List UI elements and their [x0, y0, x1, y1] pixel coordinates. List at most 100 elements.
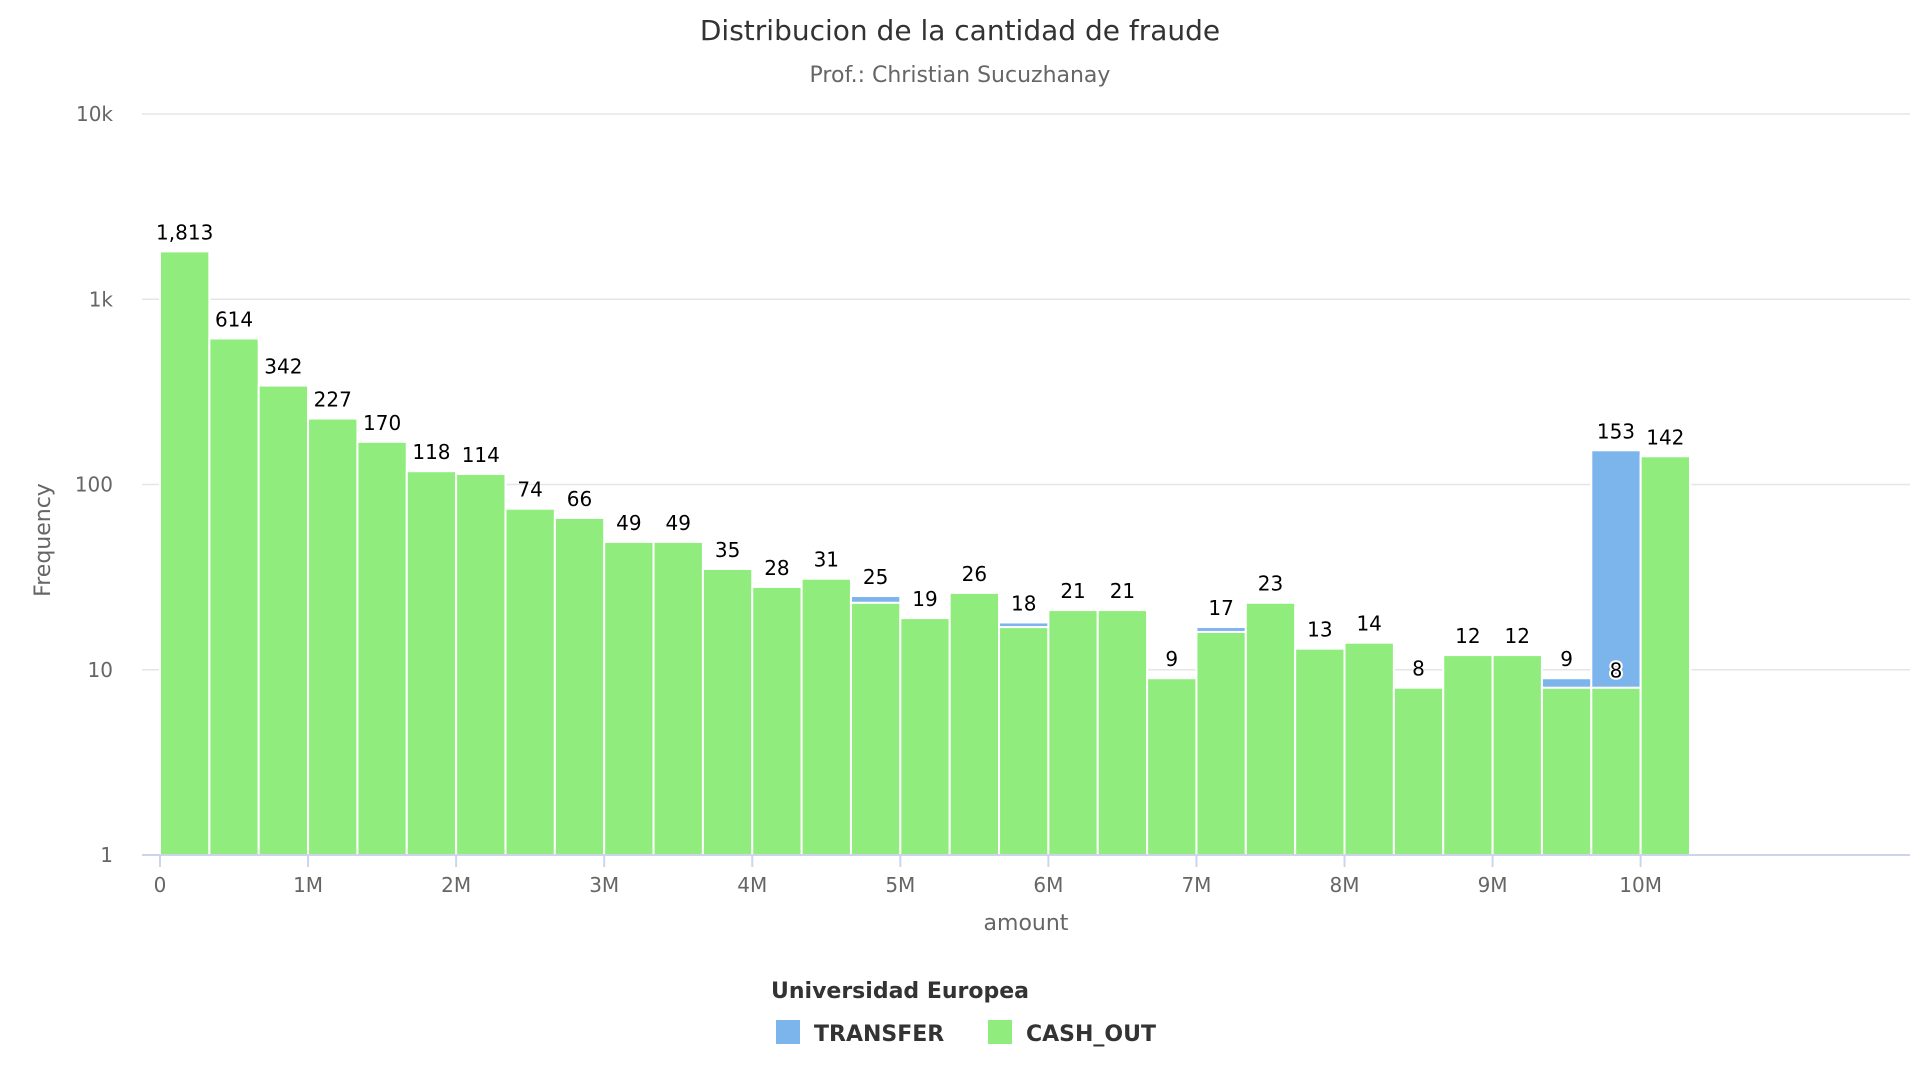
bar-total-label: 49 — [616, 511, 641, 535]
bar-total-label: 49 — [665, 511, 690, 535]
bar-total-label: 12 — [1505, 624, 1530, 648]
bar-cash-out — [257, 384, 310, 856]
bar-cash-out — [1244, 601, 1297, 857]
bar-total-label: 23 — [1258, 572, 1283, 596]
bar-total-label: 18 — [1011, 591, 1036, 615]
bar-cash-out — [1392, 686, 1445, 856]
bar-total-label: 8 — [1412, 657, 1425, 681]
bar-cash-out — [1294, 647, 1346, 856]
bar-cash-out — [603, 540, 655, 856]
bar-total-label: 35 — [715, 538, 740, 562]
bar-cash-out — [455, 472, 507, 856]
bar-transfer — [998, 621, 1050, 629]
bar-cash-out — [1540, 686, 1593, 856]
legend: Universidad Europea TRANSFER CASH_OUT — [771, 979, 1156, 1047]
bar-total-label: 114 — [462, 443, 500, 467]
legend-swatch-cash-out — [988, 1020, 1012, 1044]
bar-total-label: 74 — [517, 478, 542, 502]
bar-total-label: 21 — [1110, 579, 1135, 603]
bar-transfer — [1590, 449, 1642, 689]
x-axis-title: amount — [984, 911, 1069, 936]
chart-subtitle: Prof.: Christian Sucuzhanay — [810, 63, 1111, 88]
x-tick-label: 4M — [737, 873, 767, 897]
y-axis-title: Frequency — [31, 483, 56, 597]
bar-cash-out — [307, 417, 359, 856]
y-tick-label: 1k — [89, 287, 114, 311]
bar-total-label: 17 — [1208, 596, 1233, 620]
bar-cash-out — [1146, 677, 1198, 856]
legend-item-transfer[interactable]: TRANSFER — [776, 1020, 944, 1047]
bar-cash-out — [159, 250, 211, 856]
bar-total-label: 1,813 — [156, 220, 213, 244]
bar-cash-out — [208, 337, 260, 856]
y-tick-label: 100 — [75, 473, 113, 497]
bar-total-label: 28 — [764, 556, 789, 580]
x-tick-label: 7M — [1181, 873, 1211, 897]
data-labels: 1,813 614 342 227 170 118 114 74 66 49 49 35 28 31 25 1… — [156, 220, 1684, 684]
bar-total-label: 614 — [215, 307, 253, 331]
bar-transfer — [1195, 626, 1247, 633]
bar-total-label: 12 — [1455, 624, 1480, 648]
bar-cash-out — [751, 585, 803, 857]
x-tick-label: 6M — [1033, 873, 1063, 897]
bar-cash-out — [1343, 641, 1395, 857]
x-tick-label: 8M — [1330, 873, 1360, 897]
bar-total-label: 153 — [1597, 419, 1635, 443]
bar-total-label: 118 — [412, 440, 450, 464]
bar-inner-label: 8 — [1610, 659, 1623, 683]
bar-total-label: 26 — [962, 562, 987, 586]
bar-cash-out — [1639, 455, 1691, 856]
legend-swatch-transfer — [776, 1020, 800, 1044]
x-tick-label: 2M — [441, 873, 471, 897]
y-tick-label: 1 — [100, 843, 113, 867]
bar-transfer — [1540, 677, 1593, 689]
bar-cash-out — [701, 567, 754, 856]
bar-cash-out — [1491, 654, 1543, 856]
x-tick-label: 9M — [1478, 873, 1508, 897]
bar-cash-out — [1442, 654, 1494, 856]
legend-title: Universidad Europea — [771, 979, 1029, 1004]
bar-cash-out — [1195, 630, 1247, 856]
legend-item-cash-out[interactable]: CASH_OUT — [988, 1020, 1156, 1047]
bar-cash-out — [1590, 686, 1642, 856]
bar-cash-out — [1047, 609, 1099, 857]
bar-total-label: 9 — [1165, 647, 1178, 671]
chart-title: Distribucion de la cantidad de fraude — [700, 14, 1220, 47]
bar-cash-out — [652, 540, 704, 856]
bar-cash-out — [849, 601, 902, 857]
bar-cash-out — [800, 577, 852, 856]
bar-cash-out — [899, 617, 951, 856]
bar-total-label: 13 — [1307, 618, 1332, 642]
bar-total-label: 342 — [264, 355, 302, 379]
bar-cash-out — [998, 626, 1050, 856]
x-tick-label: 0 — [154, 873, 167, 897]
bar-total-label: 19 — [912, 587, 937, 611]
bar-cash-out — [504, 507, 556, 856]
legend-label-transfer: TRANSFER — [814, 1022, 944, 1047]
bar-cash-out — [356, 440, 408, 856]
bar-total-label: 142 — [1646, 425, 1684, 449]
bar-total-label: 31 — [814, 548, 839, 572]
bar-total-label: 170 — [363, 411, 401, 435]
bar-cash-out — [1096, 609, 1149, 857]
x-tick-label: 5M — [885, 873, 915, 897]
bar-total-label: 66 — [567, 487, 592, 511]
bars — [159, 250, 1691, 857]
x-tick-label: 10M — [1619, 873, 1662, 897]
bar-total-label: 21 — [1060, 579, 1085, 603]
legend-label-cash-out: CASH_OUT — [1026, 1022, 1156, 1047]
bar-total-label: 14 — [1356, 612, 1381, 636]
bar-total-label: 227 — [314, 388, 352, 412]
bar-cash-out — [553, 516, 606, 857]
x-tick-label: 3M — [589, 873, 619, 897]
x-tick-label: 1M — [293, 873, 323, 897]
bar-transfer — [849, 595, 902, 604]
bar-cash-out — [405, 470, 458, 856]
bar-total-label: 9 — [1560, 647, 1573, 671]
y-tick-label: 10 — [88, 658, 113, 682]
y-tick-label: 10k — [76, 102, 113, 126]
bar-total-label: 25 — [863, 565, 888, 589]
axes: 1 10 100 1k 10k 0 1M 2M 3M 4M 5M 6M 7M 8M 9M 10M — [75, 102, 1910, 897]
bar-cash-out — [948, 591, 1001, 856]
